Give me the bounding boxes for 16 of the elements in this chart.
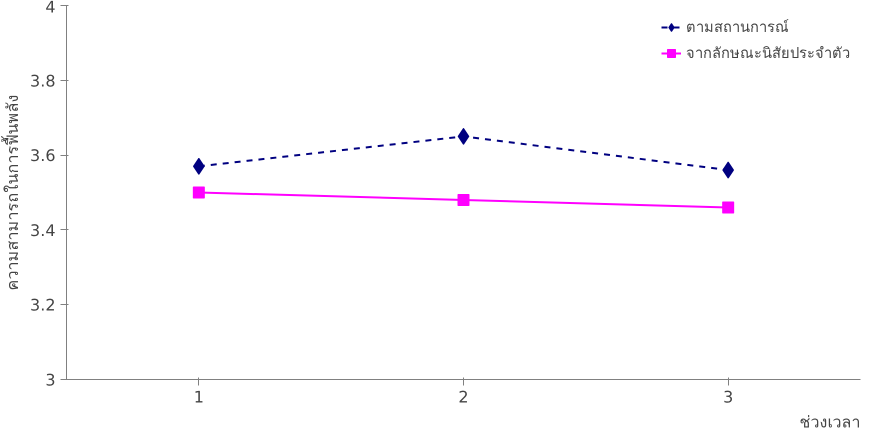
y-tick-label: 3.8: [30, 71, 56, 90]
x-tick-label: 1: [194, 388, 204, 406]
x-axis-title: ช่วงเวลา: [800, 412, 860, 432]
legend-label: ตามสถานการณ์: [686, 18, 789, 38]
y-tick-label: 3.2: [30, 296, 56, 315]
y-tick-label: 3: [45, 370, 56, 390]
x-tick-label: 2: [458, 388, 469, 406]
x-tick-label: 3: [723, 388, 734, 406]
point: [722, 201, 734, 214]
y-tick-label: 4: [45, 0, 56, 16]
legend-label: จากลักษณะนิสัยประจำตัว: [686, 44, 850, 64]
y-tick-label: 3.4: [30, 220, 56, 240]
y-tick-label: 3.6: [30, 146, 56, 166]
point: [192, 186, 205, 198]
point: [458, 194, 470, 206]
y-axis-title: ความสามารถในการฟื้นพลัง: [1, 94, 22, 290]
